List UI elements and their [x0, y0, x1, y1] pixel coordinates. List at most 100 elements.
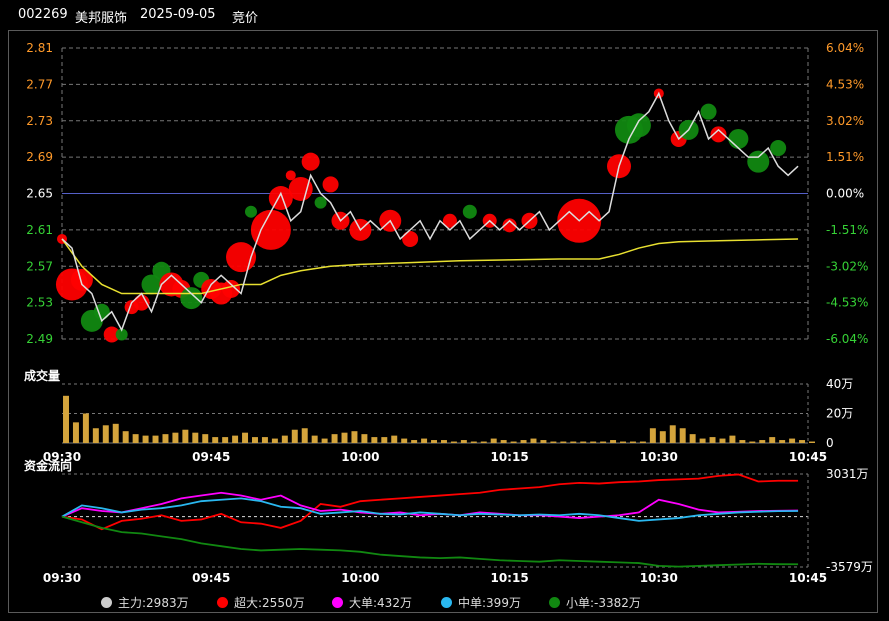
- volume-bar: [550, 441, 557, 443]
- flow-time-label: 10:15: [490, 571, 528, 585]
- price-tick-label: 2.77: [26, 77, 53, 91]
- price-tick-label: 2.61: [26, 223, 53, 237]
- pct-tick-label: -4.53%: [826, 296, 868, 310]
- flow-series-line: [61, 491, 799, 519]
- price-tick-label: 2.57: [26, 259, 53, 273]
- flow-time-label: 10:00: [341, 571, 379, 585]
- volume-bar: [232, 435, 239, 443]
- trade-bubble: [442, 213, 457, 228]
- trade-bubble: [402, 230, 419, 247]
- pct-tick-label: 0.00%: [826, 187, 864, 201]
- pct-tick-label: 6.04%: [826, 41, 864, 55]
- legend-label-big: 大单:432万: [349, 595, 412, 610]
- volume-bar: [212, 437, 219, 443]
- volume-bar: [699, 438, 706, 443]
- price-tick-label: 2.73: [26, 114, 53, 128]
- volume-bar: [112, 423, 119, 443]
- volume-bar: [351, 431, 358, 443]
- volume-bar: [500, 440, 507, 443]
- volume-bar: [401, 438, 408, 443]
- volume-bar: [799, 440, 806, 443]
- volume-title: 成交量: [24, 368, 60, 383]
- volume-time-label: 10:30: [640, 450, 678, 464]
- volume-bar: [689, 434, 696, 443]
- avg-price-line: [61, 238, 799, 295]
- volume-bar: [371, 437, 378, 443]
- price-tick-label: 2.49: [26, 332, 53, 346]
- volume-bar: [440, 440, 447, 443]
- pct-tick-label: -6.04%: [826, 332, 868, 346]
- volume-tick-label: 0: [826, 436, 834, 450]
- volume-bar: [92, 428, 99, 443]
- fund-flow-legend: 主力:2983万 超大:2550万 大单:432万 中单:399万 小单:-33…: [0, 592, 889, 612]
- volume-time-label: 10:00: [341, 450, 379, 464]
- volume-bar: [809, 441, 815, 443]
- flow-series-line: [61, 515, 799, 568]
- trade-bubble: [462, 204, 477, 219]
- volume-bar: [281, 435, 288, 443]
- volume-bar: [679, 428, 686, 443]
- volume-bar: [252, 437, 258, 443]
- volume-bar: [361, 434, 368, 443]
- pct-tick-label: 1.51%: [826, 150, 864, 164]
- trade-bubble: [180, 287, 203, 310]
- trade-bubble: [314, 196, 327, 209]
- volume-bar: [162, 434, 169, 443]
- volume-bar: [192, 432, 199, 443]
- price-tick-label: 2.69: [26, 150, 53, 164]
- trade-bubble: [103, 326, 120, 343]
- stock-code: 002269: [18, 7, 68, 22]
- flow-series-line: [61, 473, 799, 531]
- trade-bubble: [747, 150, 770, 173]
- flow-tick-label: 3031万: [826, 467, 869, 481]
- legend-label-main: 主力:2983万: [118, 595, 189, 610]
- volume-tick-label: 40万: [826, 377, 853, 391]
- volume-bar: [381, 437, 388, 443]
- volume-tick-label: 20万: [826, 407, 853, 421]
- volume-bar: [470, 441, 477, 443]
- volume-bar: [421, 438, 428, 443]
- volume-bar: [411, 440, 418, 443]
- volume-bar: [301, 428, 308, 443]
- trade-bubble: [285, 170, 296, 181]
- header-bar: 002269 美邦服饰 2025-09-05 竞价: [0, 0, 889, 30]
- volume-bar: [659, 431, 666, 443]
- trade-bubble: [322, 176, 339, 193]
- volume-bar: [72, 422, 79, 443]
- trade-bubble: [244, 205, 257, 218]
- volume-bar: [749, 441, 756, 443]
- chart-date: 2025-09-05: [140, 7, 216, 22]
- volume-time-label: 09:30: [43, 450, 81, 464]
- volume-bar: [649, 428, 656, 443]
- trade-bubble: [770, 140, 787, 157]
- volume-bar: [311, 435, 318, 443]
- legend-item-small: 小单:-3382万: [549, 592, 641, 612]
- volume-bar: [331, 434, 338, 443]
- volume-bar: [769, 437, 776, 443]
- legend-label-small: 小单:-3382万: [566, 595, 641, 610]
- volume-bar: [450, 441, 457, 443]
- stock-name: 美邦服饰: [75, 11, 128, 26]
- volume-bar: [242, 432, 249, 443]
- volume-bar: [739, 440, 746, 443]
- legend-swatch-medium: [441, 596, 452, 608]
- legend-item-big: 大单:432万: [332, 592, 412, 612]
- flow-time-label: 10:30: [640, 571, 678, 585]
- volume-bar: [102, 425, 109, 443]
- trade-bubble: [133, 294, 150, 311]
- trade-bubble: [626, 113, 651, 138]
- mode-label: 竞价: [232, 11, 259, 26]
- volume-bar: [321, 438, 328, 443]
- volume-bar: [460, 440, 467, 443]
- volume-bar: [480, 441, 487, 443]
- volume-bar: [759, 440, 766, 443]
- volume-bar: [490, 438, 497, 443]
- volume-bar: [182, 429, 189, 443]
- volume-bar: [669, 425, 676, 443]
- volume-bar: [600, 441, 607, 443]
- volume-bar: [779, 440, 786, 443]
- pct-tick-label: -3.02%: [826, 259, 868, 273]
- trade-bubble: [700, 103, 717, 120]
- price-line: [61, 91, 799, 332]
- trade-bubble: [710, 126, 727, 143]
